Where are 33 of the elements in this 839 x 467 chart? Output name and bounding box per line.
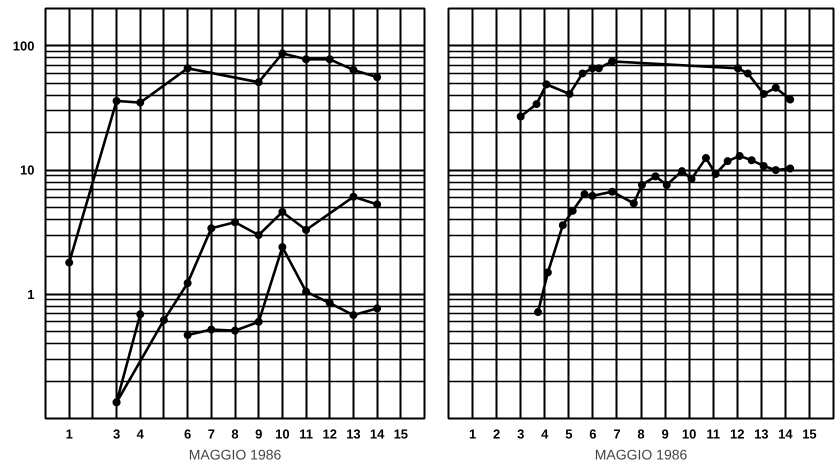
x-tick-label: 15	[394, 426, 408, 442]
x-tick-label: 4	[541, 426, 550, 442]
x-tick-label: 13	[346, 426, 361, 442]
x-tick-label: 11	[299, 426, 313, 442]
x-tick-label: 6	[184, 426, 192, 442]
x-tick-label: 3	[112, 426, 120, 442]
x-tick-label: 7	[208, 426, 215, 442]
x-tick-label: 14	[778, 426, 794, 442]
x-tick-label: 15	[802, 426, 817, 442]
y-tick-label: 10	[20, 162, 35, 178]
x-tick-label: 9	[255, 426, 262, 442]
x-tick-label: 12	[730, 426, 744, 442]
x-tick-label: 4	[136, 426, 145, 442]
x-tick-label: 10	[682, 426, 696, 442]
x-tick-label: 10	[275, 426, 290, 442]
y-tick-label: 100	[12, 38, 35, 54]
x-tick-label: 1	[468, 426, 476, 442]
x-tick-label: 14	[370, 426, 386, 442]
x-tick-label: 11	[706, 426, 720, 442]
x-tick-label: 3	[517, 426, 524, 442]
x-tick-label: 6	[589, 426, 596, 442]
y-tick-label: 1	[27, 286, 35, 302]
x-tick-label: 12	[322, 426, 337, 442]
x-tick-label: 8	[231, 426, 239, 442]
x-axis-title: MAGGIO 1986	[594, 446, 688, 462]
x-tick-label: 7	[613, 426, 621, 442]
x-tick-label: 2	[493, 426, 500, 442]
x-tick-label: 8	[637, 426, 645, 442]
x-tick-label: 9	[661, 426, 669, 442]
x-axis-title: MAGGIO 1986	[188, 446, 282, 462]
x-tick-label: 13	[754, 426, 769, 442]
x-tick-label: 5	[565, 426, 572, 442]
x-tick-label: 1	[66, 426, 73, 442]
